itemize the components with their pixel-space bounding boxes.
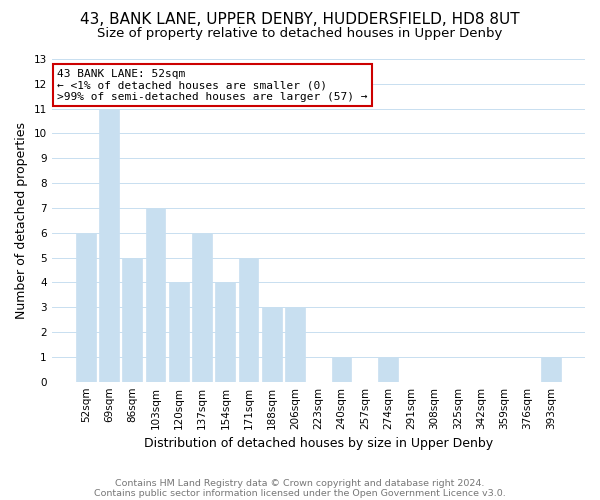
X-axis label: Distribution of detached houses by size in Upper Denby: Distribution of detached houses by size … xyxy=(144,437,493,450)
Text: 43 BANK LANE: 52sqm
← <1% of detached houses are smaller (0)
>99% of semi-detach: 43 BANK LANE: 52sqm ← <1% of detached ho… xyxy=(57,68,367,102)
Bar xyxy=(122,258,142,382)
Bar xyxy=(76,233,95,382)
Bar xyxy=(541,357,561,382)
Bar xyxy=(332,357,352,382)
Bar xyxy=(215,282,235,382)
Bar xyxy=(262,307,282,382)
Text: Contains HM Land Registry data © Crown copyright and database right 2024.: Contains HM Land Registry data © Crown c… xyxy=(115,478,485,488)
Bar xyxy=(285,307,305,382)
Bar xyxy=(146,208,166,382)
Bar xyxy=(99,108,119,382)
Bar xyxy=(169,282,188,382)
Text: Contains public sector information licensed under the Open Government Licence v3: Contains public sector information licen… xyxy=(94,488,506,498)
Y-axis label: Number of detached properties: Number of detached properties xyxy=(15,122,28,319)
Text: Size of property relative to detached houses in Upper Denby: Size of property relative to detached ho… xyxy=(97,28,503,40)
Bar xyxy=(378,357,398,382)
Bar xyxy=(192,233,212,382)
Text: 43, BANK LANE, UPPER DENBY, HUDDERSFIELD, HD8 8UT: 43, BANK LANE, UPPER DENBY, HUDDERSFIELD… xyxy=(80,12,520,28)
Bar xyxy=(239,258,259,382)
